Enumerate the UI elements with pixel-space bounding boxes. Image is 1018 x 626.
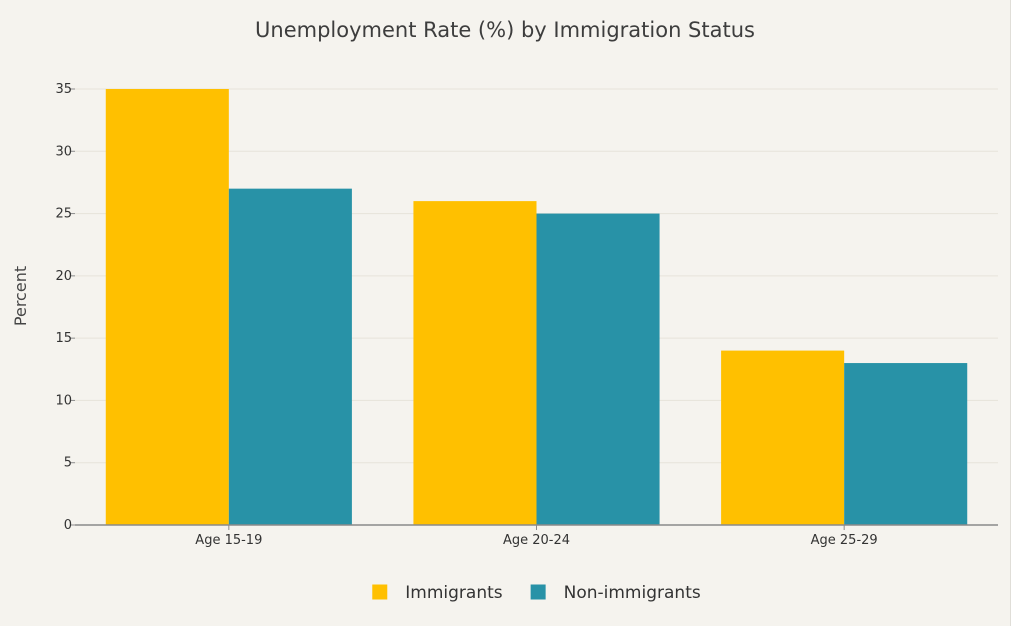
chart-title: Unemployment Rate (%) by Immigration Sta…	[255, 18, 755, 42]
bar-non-immigrants-age-15-19	[228, 188, 352, 525]
bar-non-immigrants-age-25-29	[844, 363, 968, 525]
x-tick-label: Age 20-24	[503, 533, 570, 548]
legend: Immigrants Non-immigrants	[372, 583, 701, 603]
axes	[70, 88, 998, 530]
y-tick-label: 5	[64, 456, 72, 471]
y-tick-label: 30	[55, 144, 72, 159]
legend-swatch	[530, 584, 546, 600]
window-edge	[1010, 0, 1018, 626]
y-tick-label: 10	[55, 393, 72, 408]
legend-swatch	[372, 584, 388, 600]
y-axis-title: Percent	[11, 266, 30, 326]
x-tick-label: Age 15-19	[195, 533, 262, 548]
y-tick-label: 35	[55, 82, 72, 97]
legend-label: Non-immigrants	[564, 583, 701, 603]
bar-immigrants-age-25-29	[721, 350, 845, 525]
y-tick-label: 15	[55, 331, 72, 346]
bar-immigrants-age-20-24	[413, 201, 537, 525]
legend-label: Immigrants	[405, 583, 502, 603]
bars	[105, 89, 968, 526]
y-tick-labels: 0 5 10 15 20 25 30 35	[55, 82, 72, 533]
y-tick-label: 0	[64, 518, 72, 533]
y-tick-label: 25	[55, 207, 72, 222]
x-tick-labels: Age 15-19 Age 20-24 Age 25-29	[195, 533, 877, 548]
bar-immigrants-age-15-19	[105, 89, 229, 525]
x-tick-label: Age 25-29	[811, 533, 878, 548]
bar-non-immigrants-age-20-24	[536, 213, 660, 526]
y-tick-label: 20	[55, 269, 72, 284]
